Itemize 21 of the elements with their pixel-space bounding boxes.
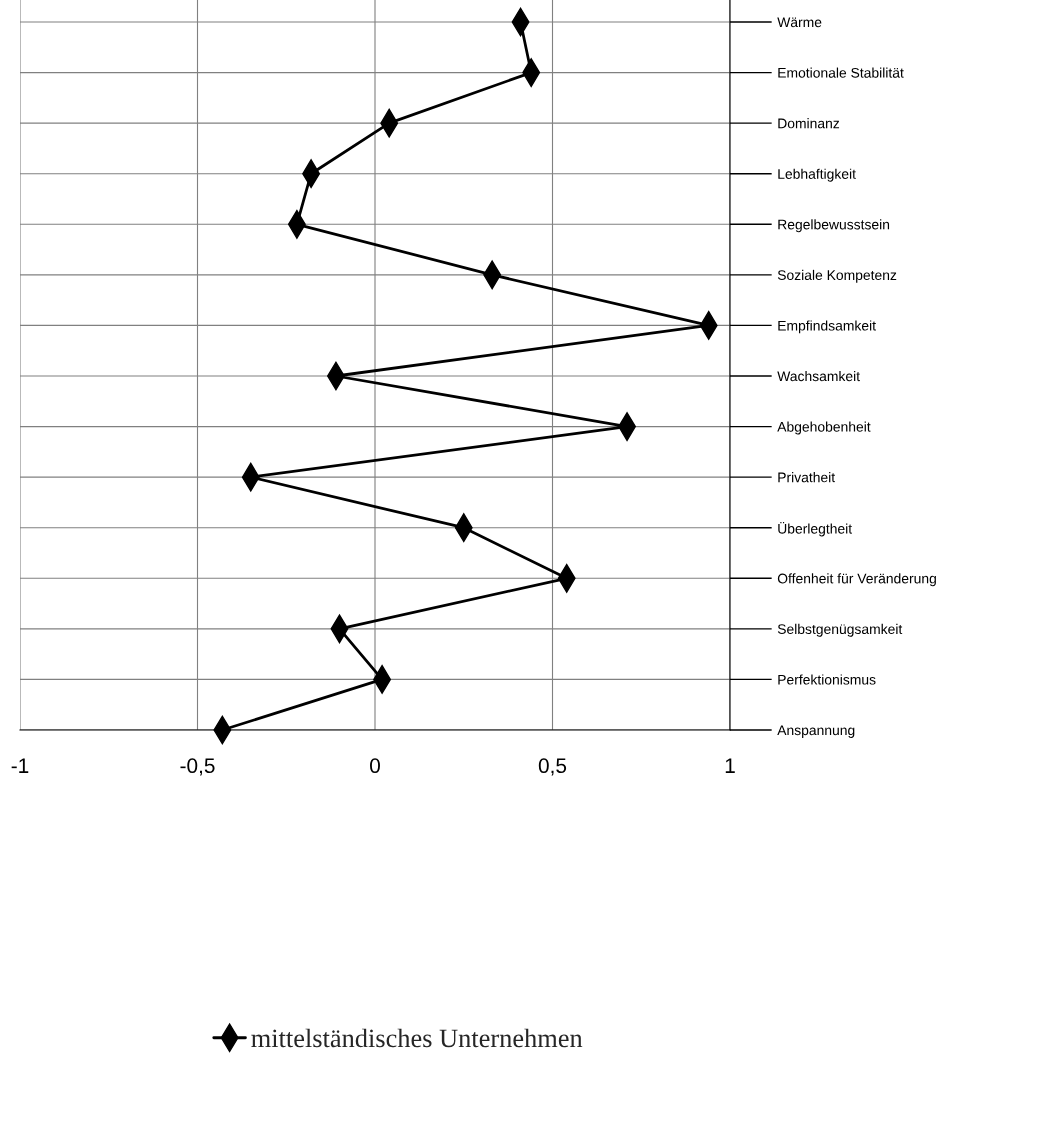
x-tick-label: 0,5 (538, 758, 567, 776)
x-tick-label: 0 (370, 758, 380, 774)
y-tick-label: Emotionale Stabilität (778, 67, 904, 78)
y-tick-label: Lebhaftigkeit (778, 168, 856, 182)
y-tick-label: Selbstgenügsamkeit (777, 623, 903, 637)
y-tick-label: Anspannung (777, 725, 855, 738)
x-tick-label: -1 (11, 758, 29, 773)
y-tick-label: Regelbewusstsein (778, 219, 890, 233)
y-tick-label: Privatheit (778, 472, 836, 483)
y-tick-label: Empfindsamkeit (778, 320, 876, 334)
y-tick-label: Abgehobenheit (777, 421, 871, 435)
y-tick-label: Dominanz (778, 118, 840, 129)
y-tick-label: Offenheit für Veränderung (777, 573, 936, 587)
y-tick-label: Überlegtheit (778, 521, 853, 537)
x-tick-label: 1 (725, 758, 735, 773)
x-tick-label: -0,5 (180, 758, 215, 776)
y-tick-label: Wärme (777, 17, 822, 28)
y-tick-label: Perfektionismus (778, 674, 876, 685)
y-tick-label: Soziale Kompetenz (777, 269, 897, 283)
legend-label: mittelständisches Unternehmen (251, 1028, 583, 1048)
y-tick-label: Wachsamkeit (777, 370, 860, 382)
